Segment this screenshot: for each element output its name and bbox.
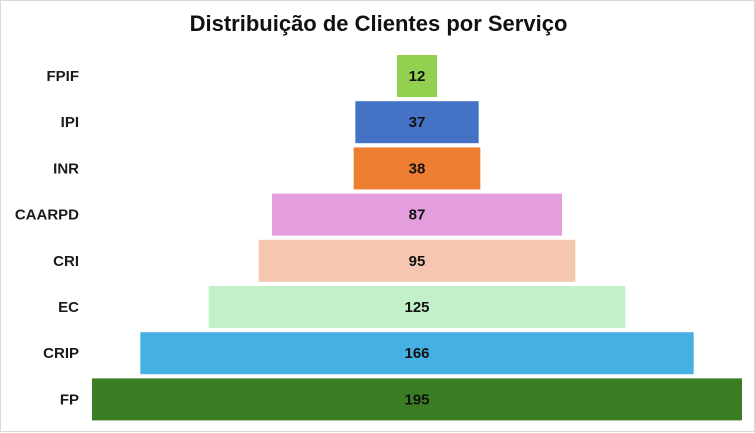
category-label-ipi: IPI xyxy=(61,114,79,131)
data-label-inr: 38 xyxy=(409,160,426,177)
funnel-bar-cri xyxy=(258,239,576,282)
funnel-bar-crip xyxy=(140,332,694,375)
category-label-caarpd: CAARPD xyxy=(15,207,79,224)
funnel-bar-fp xyxy=(92,378,742,421)
category-label-fpif: FPIF xyxy=(47,68,80,85)
chart-title: Distribuição de Clientes por Serviço xyxy=(189,11,568,36)
funnel-bar-ipi xyxy=(355,101,479,144)
category-label-cri: CRI xyxy=(53,253,79,270)
category-label-ec: EC xyxy=(58,299,79,316)
data-label-fp: 195 xyxy=(404,391,429,408)
data-label-fpif: 12 xyxy=(409,68,426,85)
funnel-bar-inr xyxy=(353,147,481,190)
category-label-crip: CRIP xyxy=(43,345,79,362)
funnel-bar-caarpd xyxy=(272,193,562,236)
data-label-ipi: 37 xyxy=(409,114,426,131)
data-label-ec: 125 xyxy=(404,299,429,316)
category-label-inr: INR xyxy=(53,160,79,177)
funnel-bar-fpif xyxy=(397,55,437,97)
funnel-bar-ec xyxy=(208,286,626,328)
data-label-cri: 95 xyxy=(409,253,426,270)
category-label-fp: FP xyxy=(60,391,79,408)
data-label-crip: 166 xyxy=(404,345,429,362)
data-label-caarpd: 87 xyxy=(409,207,426,224)
